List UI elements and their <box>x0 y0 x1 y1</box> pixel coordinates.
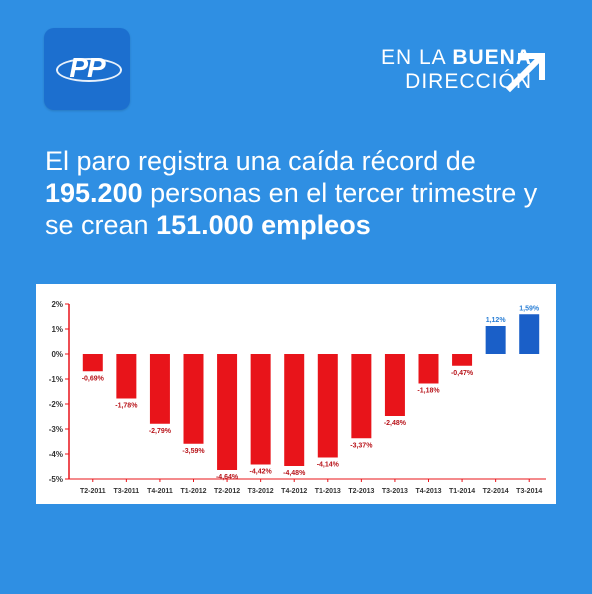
headline-part2: personas en el tercer trimestre y se cre… <box>45 178 538 240</box>
x-tick-label: T2-2011 <box>80 488 106 495</box>
logo-text: PP <box>69 52 105 83</box>
bar <box>82 354 103 372</box>
bar <box>149 354 170 424</box>
chart-card: 2% 1% 0% -1% -2% -3% -4% -5% -0,69% T2-2011 -1,78%… <box>36 284 556 504</box>
data-label: -4,42% <box>250 469 273 476</box>
headline: El paro registra una caída récord de 195… <box>45 145 565 241</box>
bar <box>217 354 238 470</box>
data-label: -3,59% <box>182 448 205 455</box>
x-tick-label: T3-2014 <box>516 488 542 495</box>
data-label: -1,18% <box>417 388 440 395</box>
headline-bold2: 151.000 empleos <box>156 210 371 240</box>
bar <box>183 354 204 444</box>
data-label: -3,37% <box>350 442 373 449</box>
headline-part1: El paro registra una caída récord de <box>45 146 476 176</box>
bar <box>485 326 506 354</box>
arrow-up-right-icon <box>505 53 545 93</box>
slogan: EN LA BUENA DIRECCIÓN <box>381 46 532 94</box>
x-tick-label: T3-2011 <box>114 488 140 495</box>
y-tick-label: 2% <box>51 300 63 309</box>
y-tick-label: -2% <box>49 400 63 409</box>
x-tick-label: T1-2013 <box>315 488 341 495</box>
bar <box>351 354 372 439</box>
pp-logo: PP <box>44 28 130 110</box>
y-tick-label: 0% <box>51 350 63 359</box>
data-label: -4,48% <box>283 470 306 477</box>
x-tick-label: T4-2013 <box>415 488 441 495</box>
data-label: -2,79% <box>149 428 172 435</box>
logo-swoosh-icon <box>56 58 122 82</box>
data-label: 1,59% <box>519 305 540 312</box>
slogan-prefix: EN LA <box>380 46 453 69</box>
x-tick-label: T3-2012 <box>248 488 274 495</box>
data-label: -0,69% <box>82 375 105 382</box>
data-label: -4,64% <box>216 474 239 481</box>
y-tick-label: -4% <box>49 450 63 459</box>
bar <box>317 354 338 458</box>
y-tick-label: -1% <box>49 375 63 384</box>
bar <box>418 354 439 384</box>
bar-chart: 2% 1% 0% -1% -2% -3% -4% -5% -0,69% T2-2011 -1,78%… <box>49 300 546 495</box>
y-tick-label: -5% <box>49 475 63 484</box>
x-tick-label: T2-2014 <box>483 488 509 495</box>
x-tick-label: T1-2014 <box>449 488 475 495</box>
x-tick-label: T2-2013 <box>348 488 374 495</box>
x-tick-label: T2-2012 <box>214 488 240 495</box>
slogan-bold: BUENA <box>452 46 532 69</box>
y-tick-label: -3% <box>49 425 63 434</box>
data-label: -1,78% <box>115 403 138 410</box>
bar <box>384 354 405 416</box>
y-tick-label: 1% <box>51 325 63 334</box>
slogan-line2: DIRECCIÓN <box>405 70 532 93</box>
data-label: -4,14% <box>317 462 340 469</box>
data-label: -2,48% <box>384 420 407 427</box>
x-tick-label: T4-2011 <box>147 488 173 495</box>
bar <box>284 354 305 466</box>
bar <box>250 354 271 465</box>
x-tick-label: T3-2013 <box>382 488 408 495</box>
data-label: -0,47% <box>451 370 474 377</box>
bar <box>116 354 137 399</box>
bar <box>452 354 473 366</box>
headline-bold1: 195.200 <box>45 178 143 208</box>
bar <box>519 314 540 354</box>
data-label: 1,12% <box>486 317 507 324</box>
x-tick-label: T4-2012 <box>281 488 307 495</box>
x-tick-label: T1-2012 <box>180 488 206 495</box>
